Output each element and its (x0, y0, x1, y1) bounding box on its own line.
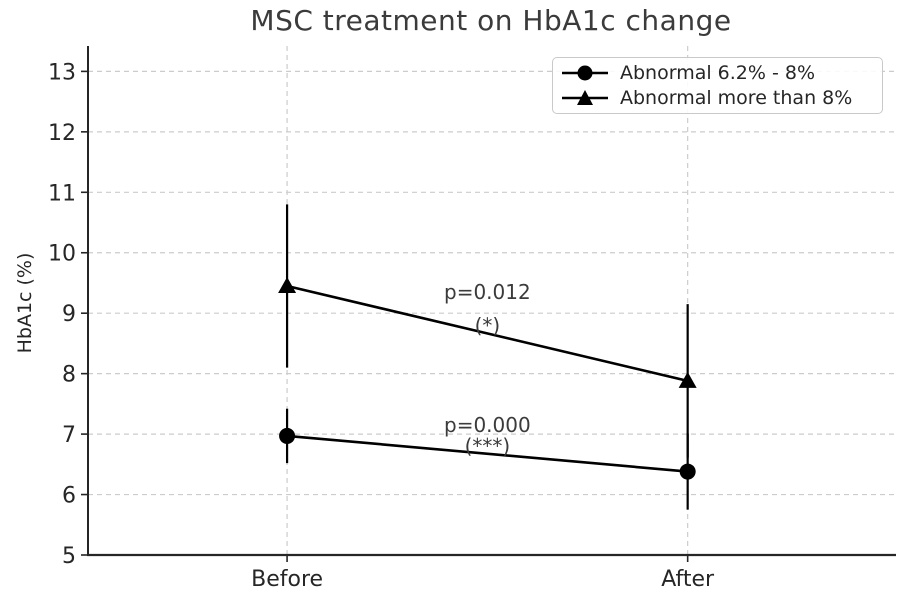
x-tick-label: Before (251, 567, 323, 592)
series-line-1 (286, 284, 688, 383)
y-tick-label: 9 (62, 302, 76, 327)
legend-item-label: Abnormal more than 8% (620, 87, 853, 110)
series-line-0 (286, 434, 688, 473)
legend-marker-circle-icon (562, 65, 608, 81)
legend-item: Abnormal more than 8% (561, 86, 874, 112)
legend-sample-marker (577, 65, 593, 81)
legend-item-label: Abnormal 6.2% - 8% (620, 61, 816, 84)
marker-circle (279, 427, 296, 444)
y-tick-label: 12 (48, 121, 76, 146)
annotation-pvalue: p=0.000 (444, 413, 531, 437)
legend-marker-triangle-icon (562, 90, 608, 106)
annotation-significance: (***) (465, 434, 511, 458)
y-tick-label: 5 (62, 544, 76, 569)
annotation-pvalue: p=0.012 (444, 280, 531, 304)
marker-circle (679, 463, 696, 480)
legend: Abnormal 6.2% - 8% Abnormal more than 8% (552, 57, 883, 114)
y-tick-label: 6 (62, 484, 76, 509)
chart-title: MSC treatment on HbA1c change (250, 4, 732, 37)
y-tick-label: 13 (48, 60, 76, 85)
y-tick-label: 8 (62, 363, 76, 388)
legend-item: Abnormal 6.2% - 8% (561, 60, 874, 86)
y-tick-label: 10 (48, 242, 76, 267)
marker-triangle (278, 276, 297, 293)
annotation-significance: (*) (475, 313, 501, 337)
legend-sample-marker (577, 90, 593, 106)
y-tick-label: 11 (48, 181, 76, 206)
marker-triangle (678, 371, 697, 388)
y-tick-label: 7 (62, 423, 76, 448)
x-tick-label: After (661, 567, 715, 592)
